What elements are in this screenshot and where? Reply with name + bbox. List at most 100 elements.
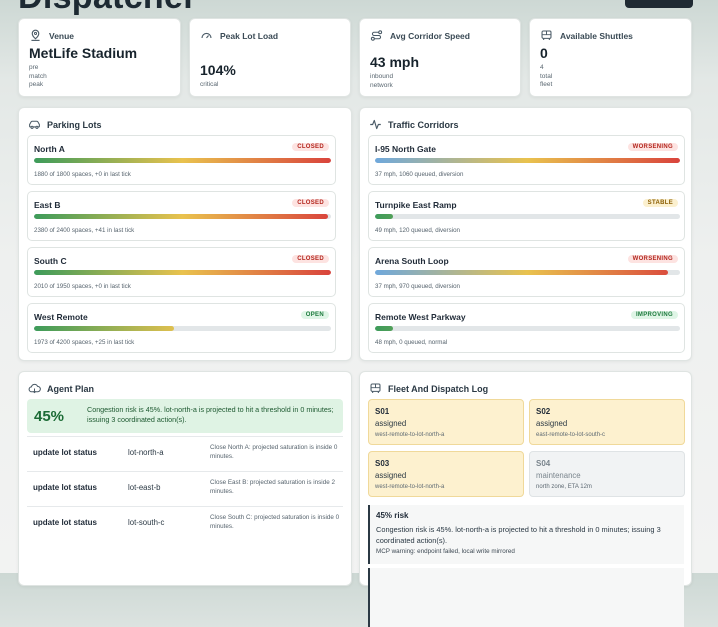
fleet-dispatch-panel: Fleet And Dispatch Log S01 assigned west… xyxy=(359,371,692,627)
peak-lot-load-sub: critical xyxy=(200,81,218,90)
corridor-card[interactable]: Turnpike East Ramp STABLE 49 mph, 120 qu… xyxy=(368,191,685,241)
bus-icon xyxy=(540,29,553,42)
action-note: Close South C: projected saturation is i… xyxy=(210,514,340,530)
stat-card-available-shuttles: Available Shuttles 0 4 total fleet xyxy=(529,18,692,97)
header-action-button[interactable] xyxy=(625,0,693,8)
corridor-meta: 49 mph, 120 queued, diversion xyxy=(375,227,460,234)
avg-corridor-speed-value: 43 mph xyxy=(370,54,420,70)
action-target: lot-north-a xyxy=(128,448,164,457)
shuttle-status: assigned xyxy=(375,419,407,428)
action-note: Close North A: projected saturation is i… xyxy=(210,444,338,460)
agent-plan-header: Agent Plan xyxy=(28,382,94,395)
shuttle-status: maintenance xyxy=(536,471,581,480)
action-target: lot-east-b xyxy=(128,483,161,492)
shuttle-route: east-remote-to-lot-south-c xyxy=(536,432,606,438)
parking-lots-header: Parking Lots xyxy=(28,118,102,131)
lot-load-fill xyxy=(34,158,331,163)
action-row[interactable]: update lot status lot-north-a Close Nort… xyxy=(27,436,343,471)
avg-corridor-speed-sub: inbound network xyxy=(370,73,393,90)
action-name: update lot status xyxy=(33,483,98,492)
lot-load-bar xyxy=(34,214,331,219)
shuttle-id: S01 xyxy=(375,407,390,416)
lot-load-bar xyxy=(34,270,331,275)
corridor-card[interactable]: Arena South Loop WORSENING 37 mph, 970 q… xyxy=(368,247,685,297)
corridor-load-fill xyxy=(375,214,394,219)
panel-title: Agent Plan xyxy=(47,383,95,394)
corridor-name: I-95 North Gate xyxy=(375,144,436,154)
lot-meta: 1880 of 1800 spaces, +0 in last tick xyxy=(34,171,131,178)
traffic-corridors-panel: Traffic Corridors I-95 North Gate WORSEN… xyxy=(359,107,692,361)
log-body: Congestion risk is 45%. lot-north-a is p… xyxy=(376,525,661,545)
shuttle-card[interactable]: S01 assigned west-remote-to-lot-north-a xyxy=(368,399,524,445)
venue-value: MetLife Stadium xyxy=(29,45,138,61)
stat-card-header: Peak Lot Load xyxy=(200,29,278,42)
status-badge: WORSENING xyxy=(627,255,678,263)
risk-summary: Congestion risk is 45%. lot-north-a is p… xyxy=(87,405,334,424)
stat-label: Venue xyxy=(49,30,75,41)
agent-plan-panel: Agent Plan 45% Congestion risk is 45%. l… xyxy=(18,371,352,586)
bus-icon xyxy=(369,382,382,395)
lot-card[interactable]: West Remote OPEN 1973 of 4200 spaces, +2… xyxy=(27,303,336,353)
corridor-name: Remote West Parkway xyxy=(375,312,466,322)
shuttle-card[interactable]: S02 assigned east-remote-to-lot-south-c xyxy=(529,399,685,445)
lot-load-bar xyxy=(34,158,331,163)
corridor-card[interactable]: I-95 North Gate WORSENING 37 mph, 1060 q… xyxy=(368,135,685,185)
stat-card-header: Available Shuttles xyxy=(540,29,633,42)
shuttle-route: north zone, ETA 12m xyxy=(536,484,592,490)
traffic-corridors-header: Traffic Corridors xyxy=(369,118,459,131)
map-pin-icon xyxy=(29,29,42,42)
lot-load-fill xyxy=(34,326,174,331)
lot-meta: 1973 of 4200 spaces, +25 in last tick xyxy=(34,339,135,346)
risk-banner: 45% Congestion risk is 45%. lot-north-a … xyxy=(27,399,343,433)
lot-name: South C xyxy=(34,256,67,266)
shuttle-id: S02 xyxy=(536,407,551,416)
lot-meta: 2380 of 2400 spaces, +41 in last tick xyxy=(34,227,135,234)
action-row[interactable]: update lot status lot-south-c Close Sout… xyxy=(27,506,343,541)
stat-label: Available Shuttles xyxy=(560,30,633,41)
status-badge: CLOSED xyxy=(292,199,329,207)
panel-title: Parking Lots xyxy=(47,119,102,130)
peak-lot-load-sub-line: critical xyxy=(200,81,219,88)
lot-name: North A xyxy=(34,144,65,154)
status-badge: CLOSED xyxy=(292,143,329,151)
lot-card[interactable]: East B CLOSED 2380 of 2400 spaces, +41 i… xyxy=(27,191,336,241)
action-target: lot-south-c xyxy=(128,518,165,527)
stat-card-header: Avg Corridor Speed xyxy=(370,29,470,42)
lot-card[interactable]: North A CLOSED 1880 of 1800 spaces, +0 i… xyxy=(27,135,336,185)
action-name: update lot status xyxy=(33,518,98,527)
available-shuttles-sub-line: total xyxy=(540,72,553,80)
stat-label: Peak Lot Load xyxy=(220,30,279,41)
log-mcp-warning: MCP warning: endpoint failed, local writ… xyxy=(376,548,515,555)
stat-card-header: Venue xyxy=(29,29,74,42)
status-badge: CLOSED xyxy=(292,255,329,263)
status-badge: WORSENING xyxy=(627,143,678,151)
car-icon xyxy=(28,118,41,131)
shuttle-route: west-remote-to-lot-north-a xyxy=(375,484,445,490)
activity-icon xyxy=(369,118,382,131)
corridor-meta: 48 mph, 0 queued, normal xyxy=(375,339,448,346)
corridor-load-fill xyxy=(375,270,668,275)
page-title: Dispatcher xyxy=(18,0,197,17)
panel-title: Traffic Corridors xyxy=(388,119,459,130)
stat-card-peak-lot-load: Peak Lot Load 104% critical xyxy=(189,18,351,97)
dispatch-log-entry: 45% risk Congestion risk is 45%. lot-nor… xyxy=(368,505,684,564)
shuttle-card[interactable]: S04 maintenance north zone, ETA 12m xyxy=(529,451,685,497)
shuttle-id: S04 xyxy=(536,459,551,468)
corridor-meta: 37 mph, 970 queued, diversion xyxy=(375,283,460,290)
action-name: update lot status xyxy=(33,448,98,457)
action-row[interactable]: update lot status lot-east-b Close East … xyxy=(27,471,343,506)
corridor-card[interactable]: Remote West Parkway IMPROVING 48 mph, 0 … xyxy=(368,303,685,353)
shuttle-card[interactable]: S03 assigned west-remote-to-lot-north-a xyxy=(368,451,524,497)
venue-sub-line: match xyxy=(29,72,47,80)
stat-label: Avg Corridor Speed xyxy=(390,30,470,41)
gauge-icon xyxy=(200,29,213,42)
stat-card-avg-corridor-speed: Avg Corridor Speed 43 mph inbound networ… xyxy=(359,18,521,97)
corridor-load-bar xyxy=(375,214,680,219)
lot-card[interactable]: South C CLOSED 2010 of 1950 spaces, +0 i… xyxy=(27,247,336,297)
avg-corridor-speed-sub-line: network xyxy=(370,81,393,89)
shuttle-route: west-remote-to-lot-north-a xyxy=(375,432,445,438)
shuttle-status: assigned xyxy=(536,419,568,428)
avg-corridor-speed-sub-line: inbound xyxy=(370,73,394,80)
available-shuttles-sub-line: 4 xyxy=(540,64,544,71)
corridor-load-bar xyxy=(375,158,680,163)
